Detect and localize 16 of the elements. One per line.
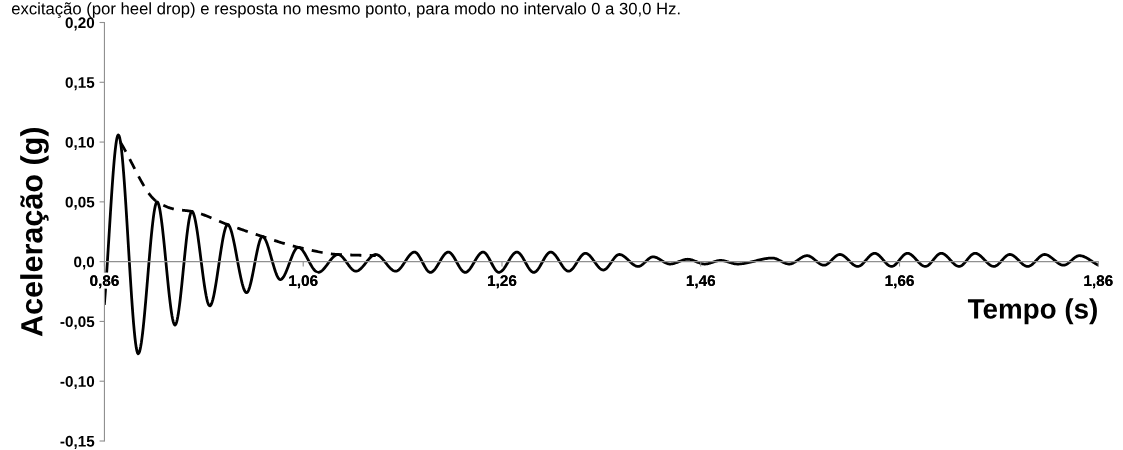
text: excitação (por heel drop) e resposta no mesmo ponto, para modo no intervalo 0 a 30,0 Hz. (11, 2, 680, 18)
x-tick-label: 1,46 (686, 275, 716, 289)
y-tick-label: 0,05 (65, 196, 95, 210)
y-tick-label: -0,05 (60, 316, 95, 330)
x-axis-title: Tempo (s) (967, 298, 1097, 325)
y-tick-label: 0,15 (65, 77, 95, 91)
y-tick-label: -0,15 (60, 435, 95, 449)
y-axis-title: Aceleração (g) (20, 127, 49, 337)
x-tick-label: 1,26 (488, 275, 517, 289)
x-tick-label: 1,06 (289, 275, 318, 289)
x-tick-label: 1,66 (885, 275, 914, 289)
y-tick-label: 0,10 (65, 136, 95, 150)
x-tick-label: 1,86 (1084, 275, 1113, 289)
y-tick-label: 0,20 (65, 17, 95, 31)
y-tick-label: -0,10 (60, 376, 95, 390)
y-tick-label: 0,0 (74, 256, 95, 270)
